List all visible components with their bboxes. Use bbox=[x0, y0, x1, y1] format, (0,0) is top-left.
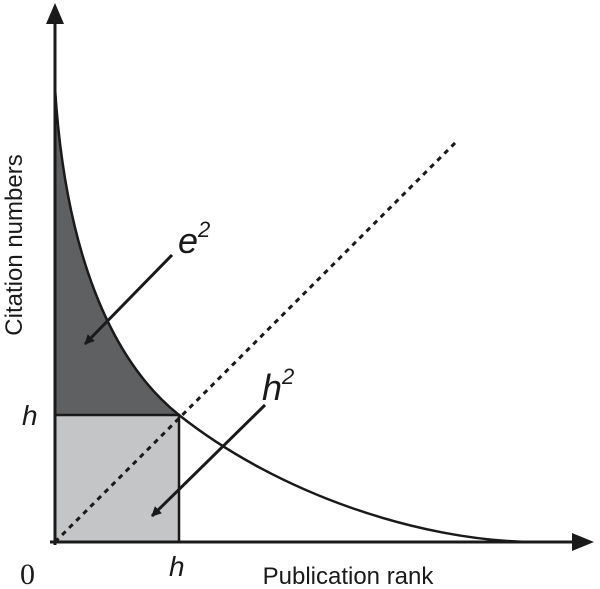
h-squared-label: h2 bbox=[262, 364, 294, 408]
x-axis-label: Publication rank bbox=[263, 563, 435, 589]
x-axis-arrowhead bbox=[572, 533, 594, 551]
h-tick-label-x: h bbox=[169, 551, 185, 582]
e-squared-exponent: 2 bbox=[197, 217, 210, 242]
origin-label: 0 bbox=[20, 558, 35, 589]
e-squared-region bbox=[55, 88, 179, 415]
citation-curve bbox=[53, 87, 531, 544]
e-squared-base: e bbox=[178, 220, 198, 261]
h-tick-label-y: h bbox=[22, 400, 38, 431]
y-axis-label: Citation numbers bbox=[1, 154, 28, 335]
h-squared-base: h bbox=[262, 367, 282, 408]
y-axis-arrowhead bbox=[46, 3, 64, 24]
diagonal-dotted-line bbox=[53, 138, 460, 544]
e-squared-pointer-arrow bbox=[83, 253, 174, 346]
h-squared-pointer-arrow bbox=[150, 403, 267, 518]
e-squared-label: e2 bbox=[178, 217, 210, 261]
h-squared-exponent: 2 bbox=[281, 364, 294, 389]
h-squared-region bbox=[53, 413, 181, 544]
